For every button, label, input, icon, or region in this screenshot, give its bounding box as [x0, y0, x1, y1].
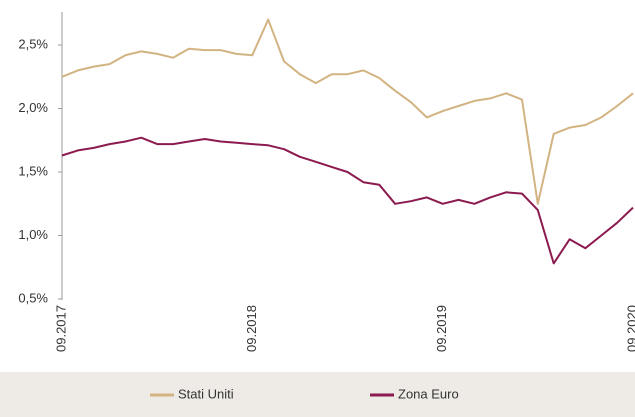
legend-label: Stati Uniti: [178, 386, 234, 401]
y-tick-label: 2,5%: [18, 36, 48, 51]
line-series: [61, 18, 634, 205]
line-series: [61, 136, 634, 265]
legend-background: [0, 372, 635, 417]
y-tick-label: 1,0%: [18, 227, 48, 242]
y-tick-label: 1,5%: [18, 163, 48, 178]
x-tick-label: 09.2017: [53, 305, 68, 352]
y-tick-label: 0,5%: [18, 290, 48, 305]
y-tick-label: 2,0%: [18, 100, 48, 115]
x-tick-label: 09.2020: [624, 305, 635, 352]
legend-label: Zona Euro: [398, 386, 459, 401]
x-tick-label: 09.2018: [244, 305, 259, 352]
x-tick-label: 09.2019: [434, 305, 449, 352]
